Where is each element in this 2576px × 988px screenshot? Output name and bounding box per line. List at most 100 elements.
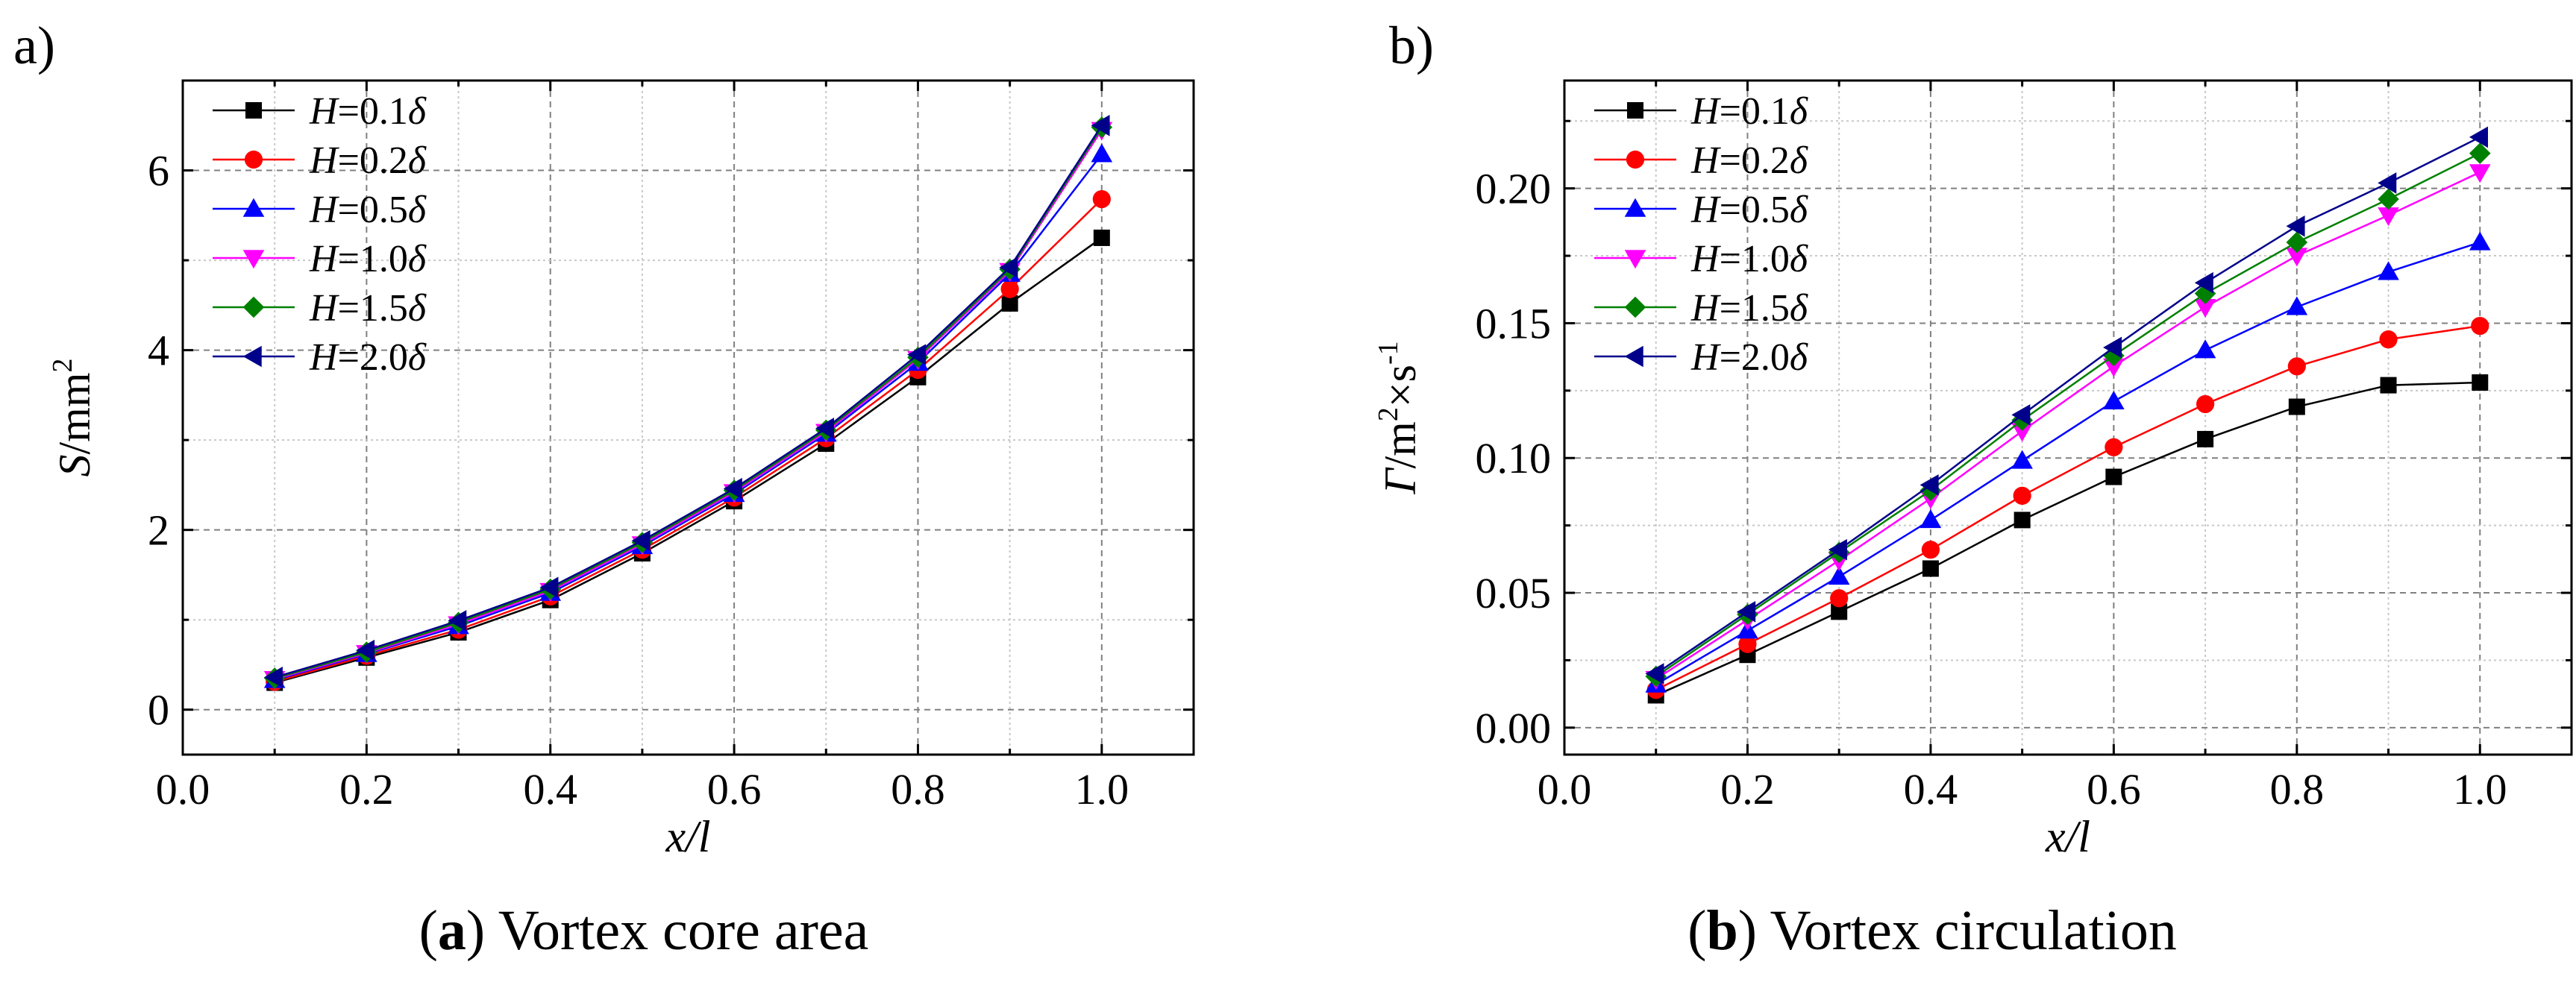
legend-value: =0.1 — [1720, 90, 1790, 133]
y-title-symbol: Γ — [1376, 467, 1425, 495]
triangle-left-marker — [448, 610, 467, 632]
legend-greek: δ — [408, 139, 427, 182]
legend-var: H — [309, 287, 339, 330]
triangle-up-marker — [2469, 231, 2491, 251]
x-axis: 0.0 0.2 0.4 0.6 0.8 1.0 — [1538, 81, 2573, 814]
legend-var: H — [1690, 139, 1721, 182]
square-marker — [2105, 468, 2122, 485]
triangle-left-marker — [631, 529, 651, 552]
legend: H=0.1δH=0.2δH=0.5δH=1.0δH=1.5δH=2.0δ — [1594, 90, 1808, 379]
x-axis-title: x/l — [665, 812, 711, 861]
triangle-left-marker — [2011, 404, 2031, 426]
panel-letter: a) — [13, 16, 55, 75]
y-tick-label: 0.10 — [1476, 434, 1552, 482]
circle-marker — [1830, 589, 1849, 608]
series-H=0.1δ — [1647, 374, 2489, 704]
legend-value: =0.5 — [1720, 189, 1790, 231]
square-marker — [1001, 295, 1018, 312]
triangle-left-marker — [1624, 345, 1643, 368]
caption-text: Vortex core area — [485, 899, 869, 962]
circle-marker — [2013, 486, 2031, 505]
circle-marker — [1626, 150, 1645, 169]
square-marker — [2288, 398, 2305, 415]
x-axis-title: x/l — [2045, 812, 2090, 861]
y-axis-title: S/mm2 — [47, 358, 99, 476]
plot-frame — [181, 79, 1195, 756]
legend-label: H=0.2δ — [1690, 139, 1808, 182]
legend-greek: δ — [408, 90, 427, 133]
triangle-left-marker — [263, 667, 283, 688]
x-axis: 0.0 0.2 0.4 0.6 0.8 1.0 — [156, 81, 1195, 814]
square-marker — [1627, 102, 1643, 119]
y-title-unit: ×s — [1376, 365, 1425, 407]
legend-greek: δ — [408, 238, 427, 280]
triangle-left-marker — [907, 344, 927, 365]
chart-b: 0.0 0.2 0.4 0.6 0.8 1.0 0.00 0.05 0.10 0.15 0.20 x/… — [1373, 79, 2573, 861]
legend-greek: δ — [1790, 287, 1808, 330]
legend-label: H=0.5δ — [1690, 189, 1808, 231]
triangle-left-marker — [356, 639, 375, 661]
triangle-left-marker — [2469, 126, 2488, 148]
triangle-up-marker — [2103, 391, 2125, 410]
legend-var: H — [1690, 90, 1721, 133]
legend-greek: δ — [1790, 139, 1808, 182]
series-line — [1655, 136, 2481, 675]
x-tick-label: 1.0 — [2453, 765, 2507, 814]
square-marker — [2380, 377, 2397, 394]
series-line — [1655, 324, 2481, 691]
legend-value: =1.5 — [338, 287, 408, 330]
legend-greek: δ — [1790, 238, 1808, 280]
series-line — [274, 126, 1103, 679]
legend-label: H=0.1δ — [309, 90, 427, 133]
triangle-left-marker — [2103, 336, 2122, 359]
panel-letter: b) — [1389, 16, 1434, 75]
triangle-down-marker — [2286, 248, 2308, 267]
triangle-down-marker — [2378, 207, 2399, 227]
square-marker — [2472, 374, 2489, 391]
x-tick-label: 0.6 — [2087, 765, 2141, 814]
panel-b: b) 0.0 0.2 0.4 0.6 0.8 1.0 0.00 0.05 0.10 0.15 0.2… — [1288, 0, 2576, 988]
square-marker — [2197, 430, 2214, 447]
triangle-up-marker — [2286, 296, 2308, 315]
circle-marker — [1092, 190, 1111, 209]
legend-greek: δ — [408, 287, 427, 330]
x-tick-label: 0.8 — [2270, 765, 2325, 814]
square-marker — [245, 102, 262, 119]
x-tick-label: 0.0 — [1538, 765, 1592, 814]
legend-greek: δ — [1790, 336, 1808, 379]
triangle-left-marker — [1828, 538, 1847, 561]
triangle-left-marker — [815, 418, 834, 439]
legend-greek: δ — [1790, 90, 1808, 133]
x-tick-label: 0.4 — [1904, 765, 1958, 814]
legend-label: H=1.0δ — [309, 238, 427, 280]
y-tick-label: 4 — [148, 327, 169, 375]
y-tick-label: 0.00 — [1476, 704, 1552, 752]
triangle-down-marker — [2194, 299, 2216, 318]
triangle-up-marker — [2194, 339, 2216, 359]
legend-label: H=1.0δ — [1690, 238, 1808, 280]
square-marker — [1093, 229, 1110, 246]
caption-tag: b — [1706, 899, 1738, 962]
series-line — [1655, 171, 2481, 680]
caption-tag: a — [437, 899, 466, 962]
chart-caption: (b) Vortex circulation — [1687, 899, 2177, 962]
series-line — [1655, 152, 2481, 678]
y-title-symbol: S — [50, 455, 99, 477]
triangle-up-marker — [1828, 566, 1850, 585]
y-tick-label: 0 — [148, 686, 169, 734]
y-title-sup: 2 — [1373, 407, 1404, 421]
legend-value: =2.0 — [338, 336, 408, 379]
triangle-up-marker — [2011, 450, 2033, 469]
legend-var: H — [1690, 336, 1721, 379]
series-H=0.5δ — [1645, 231, 2491, 693]
triangle-left-marker — [723, 477, 742, 500]
chart-a: 0.0 0.2 0.4 0.6 0.8 1.00246x/lS/mm2H=0.1δH=0.… — [47, 79, 1195, 861]
y-axis-title: Γ/m2×s-1 — [1373, 341, 1425, 494]
legend-label: H=1.5δ — [1690, 287, 1808, 330]
circle-marker — [2196, 394, 2215, 414]
circle-marker — [1000, 280, 1019, 298]
y-title-unit: /m — [1376, 421, 1425, 468]
diamond-marker — [2378, 188, 2399, 210]
y-axis: 0.00 0.05 0.10 0.15 0.20 — [1476, 119, 2572, 752]
triangle-down-marker — [242, 250, 265, 269]
